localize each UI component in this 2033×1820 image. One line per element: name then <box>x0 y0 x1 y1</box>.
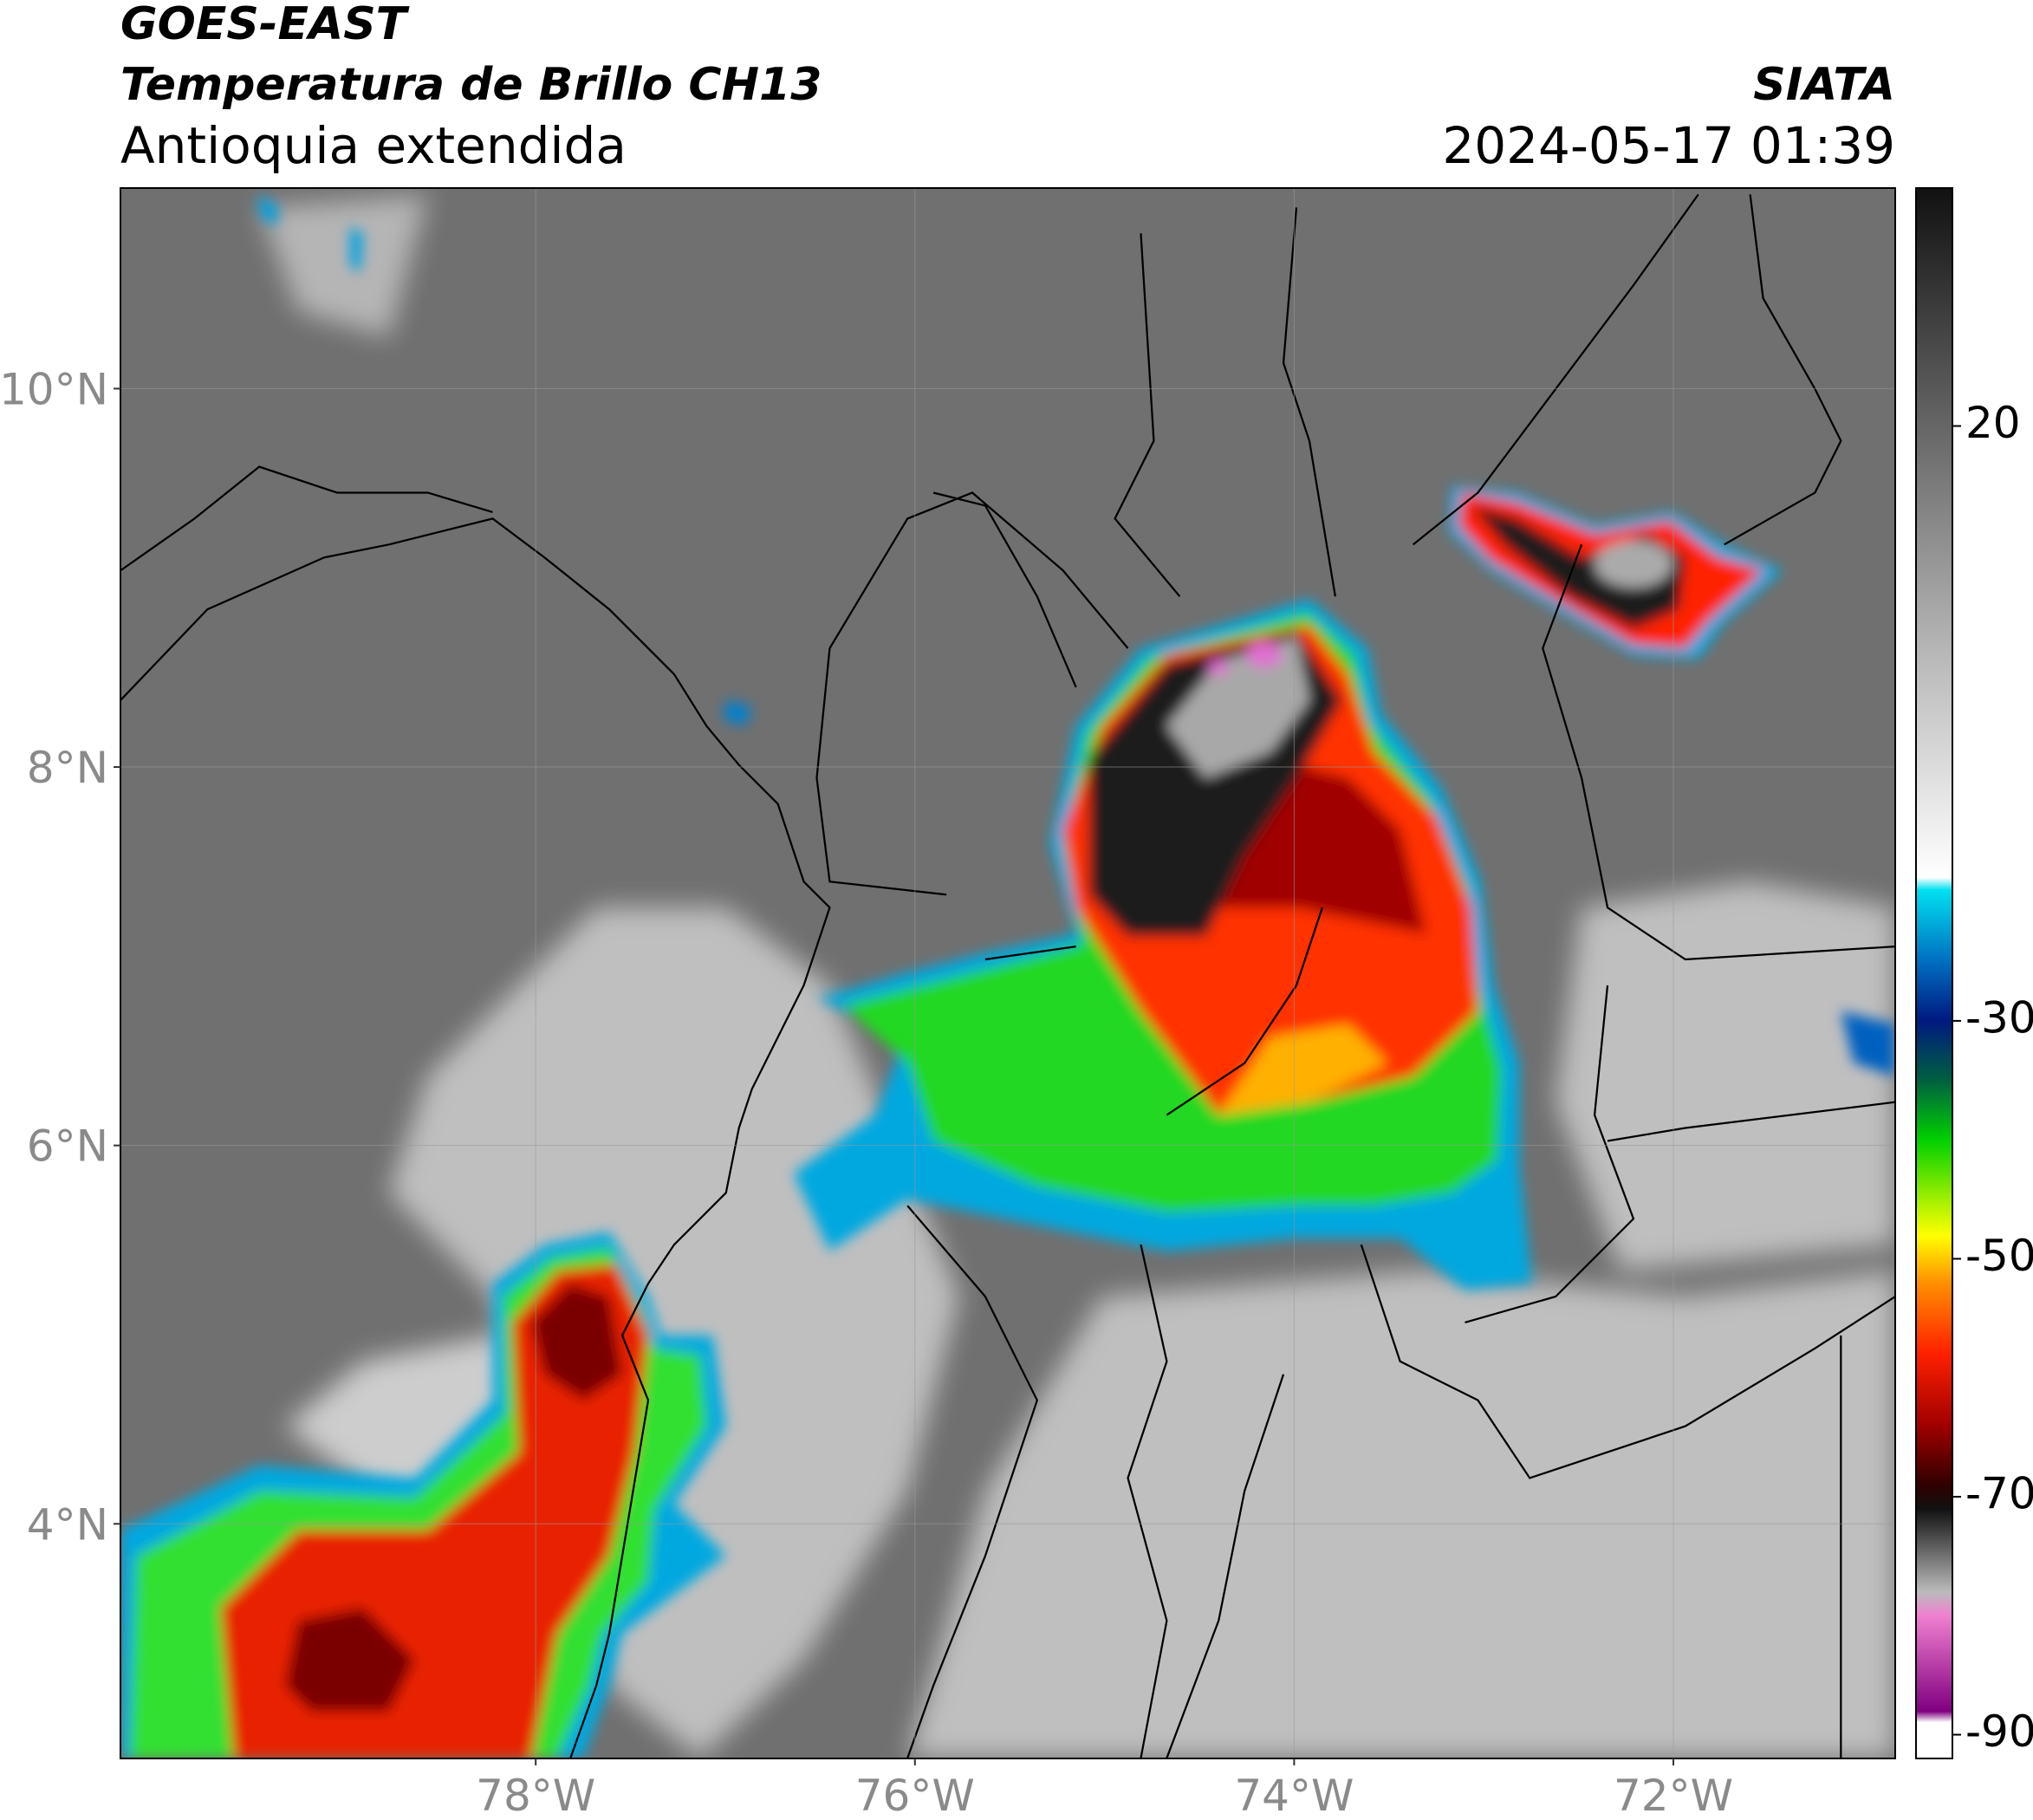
y-tick-label: 10°N <box>0 364 108 414</box>
title: GOES-EAST <box>120 0 410 50</box>
x-tick-label: 76°W <box>855 1771 975 1820</box>
y-tick-label: 6°N <box>27 1121 108 1172</box>
map <box>120 188 1895 1758</box>
x-tick-label: 78°W <box>476 1771 595 1820</box>
colorbar-tick-label: -30 <box>1965 992 2033 1043</box>
map-frame <box>120 187 1896 1759</box>
y-tick-label: 8°N <box>27 743 108 793</box>
graticule <box>120 188 1895 1758</box>
colorbar-tick-label: -90 <box>1965 1706 2033 1757</box>
x-tick-label: 72°W <box>1614 1771 1733 1820</box>
region: Antioquia extendida <box>120 116 627 175</box>
datetime: 2024-05-17 01:39 <box>1442 116 1895 175</box>
y-tick-label: 4°N <box>27 1499 108 1550</box>
colorbar-tick-label: -70 <box>1965 1469 2033 1519</box>
x-tick-label: 74°W <box>1234 1771 1354 1820</box>
subtitle: Temperatura de Brillo CH13 <box>120 59 822 111</box>
colorbar-tick-label: 20 <box>1965 398 2021 448</box>
imagery <box>120 193 1895 1758</box>
colorbar <box>1915 187 1953 1759</box>
colorbar-tick-label: -50 <box>1965 1231 2033 1281</box>
source: SIATA <box>1753 59 1895 111</box>
